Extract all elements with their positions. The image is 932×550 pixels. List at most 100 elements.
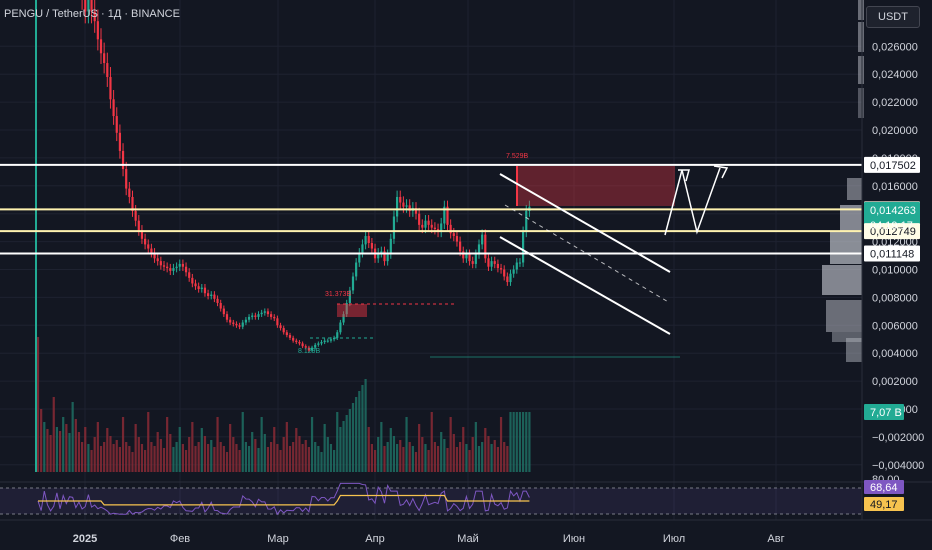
volume-bar [377,437,380,472]
candle [266,311,270,315]
volume-bar [430,412,433,472]
candle [392,216,396,239]
volume-bar [493,440,496,472]
candle [418,213,421,225]
candle [389,238,392,255]
x-tick-label: 2025 [73,533,97,545]
x-tick-label: Апр [365,533,384,545]
candle [295,340,298,343]
volume-bar [103,442,106,472]
volume-bar [481,442,484,472]
volume-bar [219,442,222,472]
rsi-band [0,488,862,514]
volume-bar [317,446,320,472]
volume-bar [131,452,134,472]
volume-bar [370,444,373,472]
volume-bar [247,446,251,472]
volume-annotation: 7.529B [506,153,529,160]
candle [191,277,194,284]
volume-profile-bar [858,0,864,20]
candle [276,318,279,326]
volume-bar [396,444,399,472]
candle [106,63,109,77]
arrow-head [713,165,729,179]
volume-bar [522,412,525,472]
volume-bar [241,412,244,472]
volume-bar [184,450,188,472]
candle [506,276,509,283]
y-tick-label: 0,002000 [872,376,918,388]
volume-bar [263,434,266,472]
volume-bar [137,437,140,472]
volume-bar [329,444,333,472]
candle [317,343,320,345]
volume-bar [81,442,84,472]
candle [84,0,87,12]
volume-bar [285,422,288,472]
x-tick-label: Май [457,533,479,545]
candle [503,269,506,277]
volume-badge [864,404,904,420]
volume-bar [525,412,528,472]
candle [238,325,241,327]
volume-bar [399,440,402,472]
volume-bar [99,446,103,472]
volume-bar [109,436,112,472]
volume-profile-bar [858,22,864,52]
volume-bar [153,446,156,472]
volume-profile-bar [840,205,862,231]
volume-bar [203,436,207,472]
volume-bar [273,427,276,472]
candle [314,344,317,348]
rsi-line [37,482,530,516]
volume-bar [178,427,181,472]
y-tick-label: 0,004000 [872,348,918,360]
volume-bar [411,446,414,472]
currency-button[interactable]: USDT [866,6,920,28]
candle [140,230,144,239]
volume-bar [459,442,462,472]
volume-bar [200,428,203,472]
volume-bar [503,442,506,472]
candle [487,258,490,267]
candle [465,254,468,259]
volume-bar [333,450,336,472]
rsi-value-text: 68,64 [870,482,898,494]
rsi-ma-line [38,494,530,506]
volume-bar [351,403,355,472]
candle [244,319,247,323]
volume-bar [320,452,323,472]
volume-bar [257,448,260,472]
candle [292,337,295,341]
volume-bar [424,444,427,472]
price-label [864,223,920,240]
volume-profile-bar [846,338,862,362]
volume-bar [361,385,364,472]
volume-bar [46,429,49,472]
candle [484,234,487,259]
candle [414,208,418,214]
rsi-ma-text: 49,17 [870,499,898,511]
volume-bar [418,424,421,472]
volume-bar [191,422,194,472]
y-tick-label: 0,020000 [872,125,918,137]
candle [440,223,443,232]
volume-bar [326,437,329,472]
volume-bar [436,446,440,472]
x-tick-label: Июл [663,533,685,545]
volume-bar [254,439,257,472]
volume-bar [125,442,128,472]
volume-bar [292,442,295,472]
y-tick-label: 0,010000 [872,265,918,277]
volume-bar [298,436,301,472]
candle [121,150,125,170]
symbol-title: PENGU / TetherUS · 1Д · BINANCE [4,8,180,20]
volume-bar [373,450,377,472]
volume-badge-text: 7,07 B [870,407,902,419]
volume-bar [386,442,389,472]
candle [247,316,251,320]
volume-bar [207,444,210,472]
volume-bar [310,417,314,472]
candle [263,311,266,313]
